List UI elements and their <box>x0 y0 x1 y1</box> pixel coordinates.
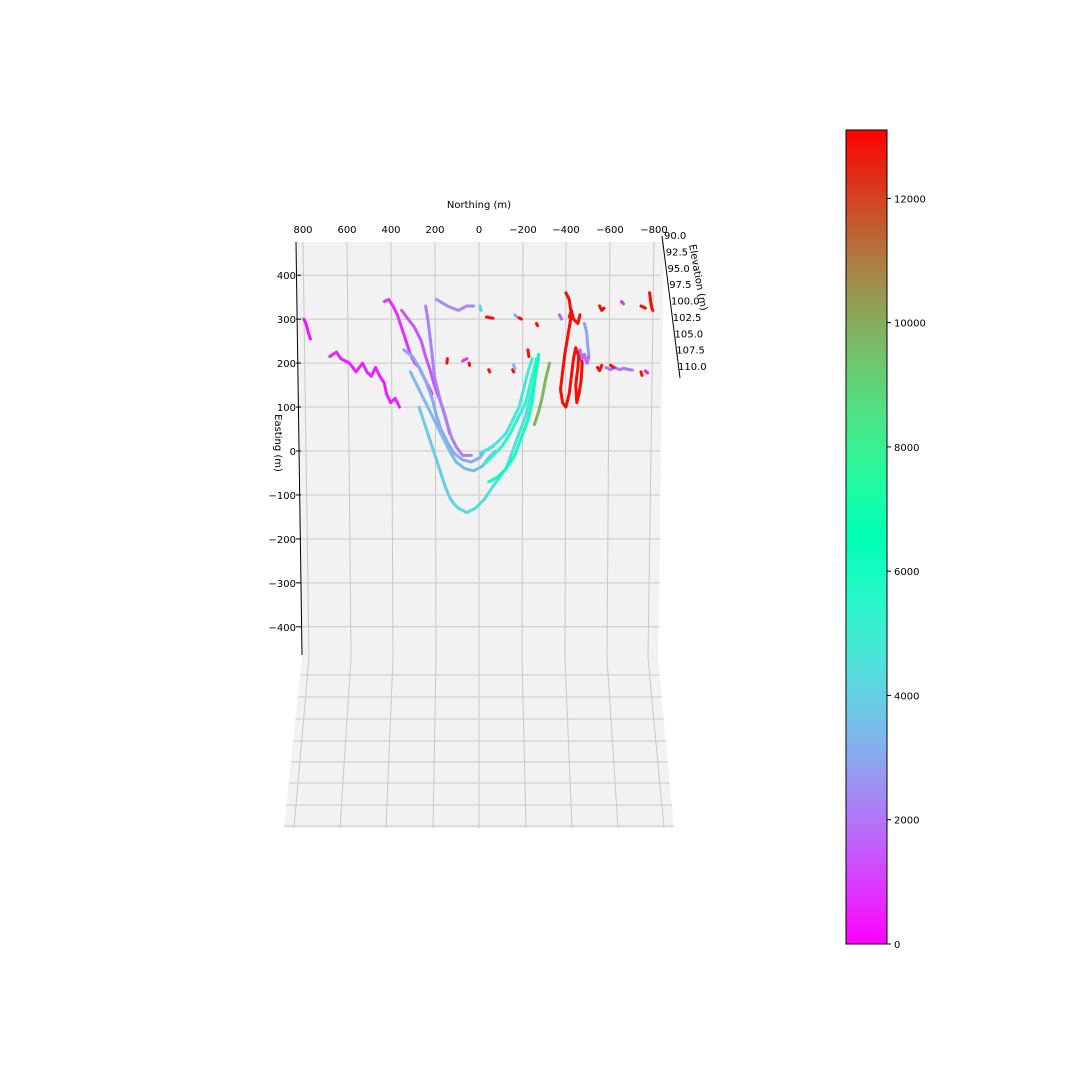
trajectory-series-31 <box>535 322 540 328</box>
grid-line-vertical <box>302 241 310 659</box>
trajectory-series-21 <box>648 291 655 312</box>
trajectory-series-38 <box>512 363 517 371</box>
grid-line-vertical <box>390 241 394 659</box>
trajectory-series-16 <box>567 308 582 325</box>
y-tick-label: 0 <box>290 447 296 458</box>
z-tick-label: 100.0 <box>671 297 700 308</box>
trajectory-series-40 <box>461 357 469 363</box>
trajectory-series-34 <box>467 361 472 367</box>
z-axis-line <box>661 235 681 379</box>
trajectory-series-1 <box>328 350 401 409</box>
z-tick-label: 107.5 <box>676 346 705 357</box>
x-tick-label: −600 <box>596 225 623 236</box>
trajectory-series-7 <box>408 370 497 473</box>
x-tick-label: −200 <box>509 225 536 236</box>
grid-line-floor <box>385 657 394 829</box>
trajectory-series-39 <box>557 313 564 321</box>
trajectory-series-28 <box>485 315 495 320</box>
colorbar-tick-label: 4000 <box>894 691 919 702</box>
trajectory-series-30 <box>517 316 523 321</box>
series-layer <box>302 291 655 514</box>
trajectory-series-36 <box>478 304 483 312</box>
trajectory-series-14 <box>559 291 580 409</box>
grid-line-floor <box>521 657 527 829</box>
back-pane <box>296 242 664 658</box>
z-tick-label: 92.5 <box>666 247 688 258</box>
trajectory-series-24 <box>639 304 647 310</box>
z-tick-label: 102.5 <box>673 313 702 324</box>
y-tick-label: 200 <box>277 359 296 370</box>
trajectory-series-20 <box>596 363 604 373</box>
colorbar-tick-label: 8000 <box>894 443 919 454</box>
trajectory-series-25 <box>639 370 644 377</box>
trajectory-series-6 <box>402 348 495 464</box>
trajectory-series-10 <box>478 357 534 455</box>
grid-lines <box>284 241 674 829</box>
trajectory-series-33 <box>445 357 449 365</box>
grid-line-floor <box>606 657 619 829</box>
colorbar-gradient <box>845 129 888 945</box>
axes: 400 300 200 100 0 −100 −200 −300 −400 Easting (m)… <box>269 200 709 656</box>
z-tick-label: 105.0 <box>675 329 704 340</box>
x-tick-label: 600 <box>337 225 356 236</box>
trajectory-series-0 <box>302 317 312 341</box>
y-axis-line <box>295 241 303 656</box>
colorbar-tick-label: 12000 <box>894 194 926 205</box>
trajectory-series-19 <box>604 366 634 372</box>
trajectory-series-18 <box>578 348 591 365</box>
trajectory-series-13 <box>532 361 552 427</box>
y-tick-label: −100 <box>269 491 296 502</box>
trajectory-series-35 <box>487 368 492 374</box>
colorbar-tick-label: 10000 <box>894 319 926 330</box>
y-tick-label: −400 <box>269 623 296 634</box>
x-tick-label: 0 <box>476 225 482 236</box>
back-pane-fill <box>296 242 664 658</box>
trajectory-series-26 <box>643 369 649 375</box>
x-tick-label: 200 <box>425 225 444 236</box>
grid-line-floor <box>647 657 665 829</box>
trajectory-series-22 <box>598 304 606 312</box>
y-tick-label: −200 <box>269 535 296 546</box>
trajectory-series-4 <box>424 304 473 457</box>
trajectory-series-15 <box>574 348 584 405</box>
x-tick-label: −800 <box>640 225 667 236</box>
colorbar-tick-label: 0 <box>894 940 900 951</box>
grid-line-vertical <box>346 241 352 659</box>
y-axis-label: Easting (m) <box>272 414 283 472</box>
trajectory-series-37 <box>511 368 516 374</box>
z-tick-label: 90.0 <box>664 231 686 242</box>
grid-line-floor <box>293 657 310 829</box>
x-tick-label: −400 <box>552 225 579 236</box>
x-tick-label: 800 <box>293 225 312 236</box>
grid-line-floor <box>564 657 573 829</box>
trajectory-series-29 <box>513 313 519 319</box>
grid-line-floor <box>432 657 437 829</box>
y-tick-label: 400 <box>277 271 296 282</box>
y-tick-label: 300 <box>277 315 296 326</box>
x-tick-label: 400 <box>381 225 400 236</box>
colorbar: 0 2000 4000 6000 8000 10000 12000 <box>845 129 926 951</box>
z-tick-label: 95.0 <box>668 264 690 275</box>
trajectory-series-32 <box>526 348 531 358</box>
grid-line-vertical <box>434 241 437 659</box>
y-tick-label: −300 <box>269 579 296 590</box>
grid-line-vertical <box>564 241 567 659</box>
grid-line-vertical <box>521 241 524 659</box>
grid-line-floor <box>339 657 352 829</box>
trajectory-series-8 <box>417 405 456 506</box>
x-axis-label: Northing (m) <box>447 200 511 211</box>
z-tick-label: 110.0 <box>678 362 707 373</box>
z-tick-label: 97.5 <box>669 280 691 291</box>
trajectory-series-12 <box>487 352 541 484</box>
trajectory-series-27 <box>609 363 616 369</box>
grid-line-vertical <box>606 241 611 659</box>
colorbar-tick-label: 6000 <box>894 567 919 578</box>
trajectory-series-11 <box>482 357 538 466</box>
colorbar-tick-label: 2000 <box>894 816 919 827</box>
trajectory-series-23 <box>619 300 625 306</box>
y-tick-label: 100 <box>277 403 296 414</box>
trajectory-series-5 <box>435 297 475 312</box>
